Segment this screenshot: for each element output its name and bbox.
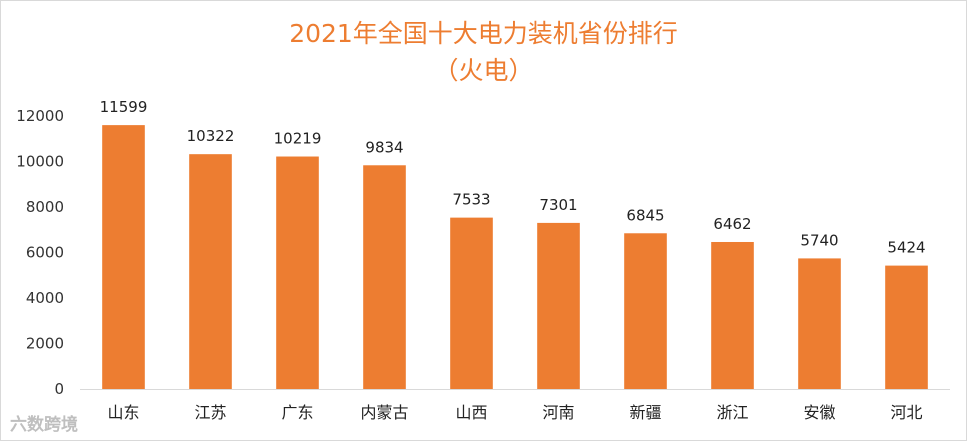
x-tick-label: 新疆 [629,403,661,422]
bar [363,165,406,389]
data-label: 10219 [274,130,322,148]
x-tick-label: 河北 [890,403,922,422]
x-tick-label: 山东 [107,403,139,422]
x-tick-label: 广东 [281,403,313,422]
y-tick-label: 10000 [16,153,64,171]
bar [798,258,841,389]
x-tick-label: 内蒙古 [360,403,408,422]
y-tick-label: 6000 [26,244,64,262]
bar [537,222,580,389]
data-label: 7533 [452,191,490,209]
data-label: 10322 [187,127,235,145]
data-label: 11599 [100,98,148,116]
x-tick-label: 安徽 [803,403,835,422]
x-tick-label: 浙江 [716,403,748,422]
x-tick-label: 河南 [542,403,574,422]
bars [102,125,928,390]
y-tick-label: 12000 [16,107,64,125]
data-label: 7301 [539,196,577,214]
bar [624,233,667,389]
data-label: 5424 [887,239,925,257]
bar [276,156,319,389]
y-tick-label: 8000 [26,198,64,216]
chart-subtitle: （火电） [433,56,534,85]
x-tick-label: 江苏 [194,403,226,422]
bar [102,125,145,390]
data-label: 9834 [365,138,403,156]
x-tick-label: 山西 [455,403,487,422]
labels: 11599 山东 10322 江苏 10219 广东 9834 内蒙古 7533 山西 7301 河南… [100,98,926,422]
bar [189,154,232,389]
y-tick-label: 0 [54,380,64,398]
chart-title: 2021年全国十大电力装机省份排行 [289,19,678,48]
bar [711,241,754,389]
bar [450,217,493,389]
data-label: 6845 [626,206,664,224]
bar [885,265,928,389]
data-label: 5740 [800,231,838,249]
y-axis: 0 2000 4000 6000 8000 10000 12000 [16,107,950,398]
y-tick-label: 2000 [26,335,64,353]
watermark-logo: 六数跨境 [10,415,78,435]
data-label: 6462 [713,215,751,233]
y-tick-label: 4000 [26,289,64,307]
